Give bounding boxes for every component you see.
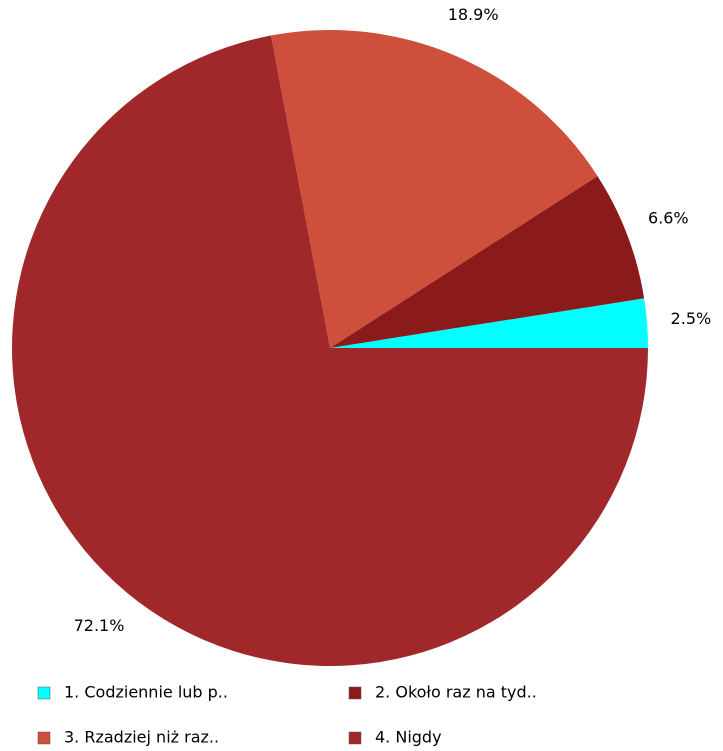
slice-label: 18.9%: [448, 5, 499, 24]
legend-label: 3. Rzadziej niż raz..: [64, 728, 219, 747]
pie-slice: [11, 35, 649, 666]
legend-label: 2. Około raz na tyd..: [375, 683, 537, 702]
legend-label: 4. Nigdy: [375, 728, 442, 747]
pie-slice: [330, 176, 645, 348]
slice-label: 72.1%: [74, 616, 125, 635]
slice-label: 2.5%: [671, 309, 712, 328]
legend-swatch: [37, 731, 51, 745]
legend-swatch: [348, 731, 362, 745]
pie-slice: [330, 298, 648, 348]
legend-swatch: [37, 686, 51, 700]
slice-label: 6.6%: [648, 209, 689, 228]
legend-swatch: [348, 686, 362, 700]
pie-slice: [270, 29, 598, 348]
legend-label: 1. Codziennie lub p..: [64, 683, 228, 702]
